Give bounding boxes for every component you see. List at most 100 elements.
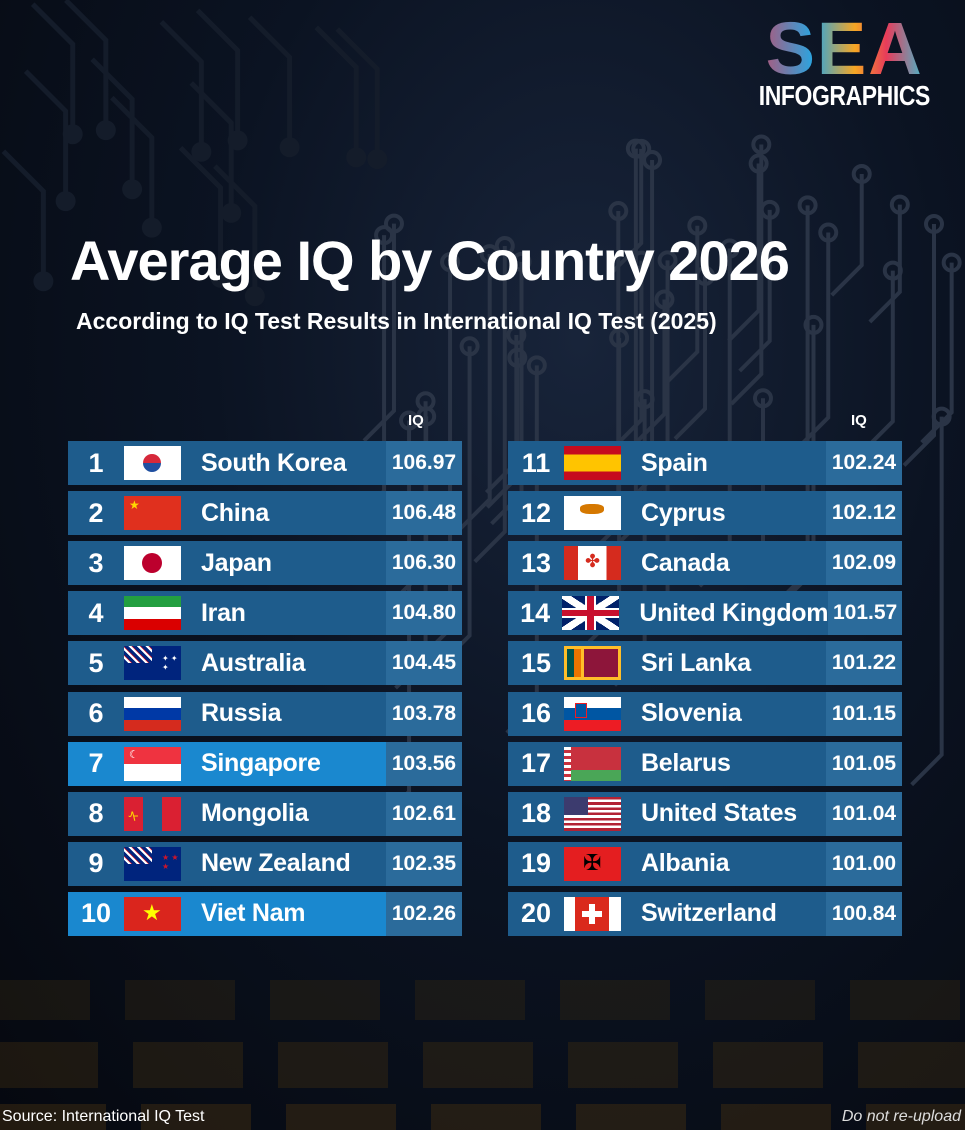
ranking-row: 3 Japan 106.30 [68,541,462,586]
rank: 8 [88,798,104,829]
iq-column-header-right: IQ [851,412,867,429]
gb-flag-icon [562,596,620,631]
iq-value: 102.12 [826,491,902,536]
reupload-notice: Do not re-upload [841,1108,961,1125]
country-name: China [201,498,269,527]
country-name: Slovenia [641,699,742,727]
country-name: Japan [201,548,272,577]
country-name: South Korea [201,448,347,477]
rank: 15 [520,647,552,678]
country-name: Canada [641,548,730,577]
iq-value: 103.78 [386,691,462,736]
ru-flag-icon [124,696,181,731]
ranking-row: 1 South Korea 106.97 [68,441,462,485]
iq-column-header-left: IQ [408,412,424,429]
source-note: Source: International IQ Test [2,1108,205,1125]
iq-value: 101.15 [826,691,902,736]
subtitle: According to IQ Test Results in Internat… [76,308,717,334]
iq-value: 100.84 [826,891,902,936]
iq-value: 102.26 [386,891,462,936]
iq-value: 103.56 [386,741,462,786]
iq-value: 102.24 [826,441,902,485]
country-name: Russia [201,699,282,727]
rank: 13 [520,547,552,578]
es-flag-icon [564,446,621,480]
iq-value: 106.48 [386,491,462,536]
iq-value: 102.61 [386,791,462,836]
rank: 3 [88,547,104,578]
iq-value: 101.22 [826,641,902,686]
ranking-row: 18 United States 101.04 [508,791,902,836]
ca-flag-icon: ✤ [564,546,621,581]
al-flag-icon: ✠ [564,846,621,881]
jp-flag-icon [124,546,181,581]
us-flag-icon [564,796,621,831]
by-flag-icon [564,746,621,781]
iq-value: 104.80 [386,591,462,636]
country-name: Australia [201,648,306,677]
rank: 14 [520,597,551,628]
ranking-row: 6 Russia 103.78 [68,691,462,736]
rank: 12 [520,497,552,528]
cy-flag-icon [564,496,621,531]
rank: 2 [88,497,104,528]
au-flag-icon: ✦ ✦ ✦ [124,646,181,681]
ranking-row: 11 Spain 102.24 [508,441,902,485]
ranking-row: 12 Cyprus 102.12 [508,491,902,536]
country-name: Singapore [201,749,321,778]
si-flag-icon [564,696,621,731]
country-name: Belarus [641,749,731,778]
ranking-row: 2 ★ China 106.48 [68,491,462,536]
country-name: Spain [641,448,708,477]
rank: 5 [88,647,104,678]
country-name: Switzerland [641,899,777,928]
rank: 16 [520,698,552,728]
rank: 6 [88,698,104,728]
rank: 11 [521,447,551,478]
ranking-row: 5 ✦ ✦ ✦ Australia 104.45 [68,641,462,686]
iq-value: 101.00 [826,841,902,886]
iq-value: 101.57 [828,591,902,636]
ranking-row: 15 Sri Lanka 101.22 [508,641,902,686]
country-name: Albania [641,849,730,878]
rank: 1 [88,447,104,478]
country-name: Cyprus [641,498,726,527]
nz-flag-icon: ★ ★ ★ [124,846,181,881]
ranking-row: 10 ★ Viet Nam 102.26 [68,891,462,936]
ranking-row: 14 United Kingdom 101.57 [508,591,902,636]
mn-flag-icon: ᠰ [124,796,181,831]
lk-flag-icon [564,646,621,681]
ranking-row: 16 Slovenia 101.15 [508,691,902,736]
country-name: Viet Nam [201,899,306,928]
country-name: New Zealand [201,849,351,878]
iq-value: 106.97 [386,441,462,485]
country-name: Mongolia [201,799,309,828]
page-title: Average IQ by Country 2026 [70,229,790,292]
iq-value: 101.04 [826,791,902,836]
country-name: Sri Lanka [641,648,751,677]
sg-flag-icon: ☾ [124,746,181,781]
rank: 7 [88,748,104,779]
rank: 4 [88,597,104,628]
rank: 17 [520,748,552,779]
ranking-row: 9 ★ ★ ★ New Zealand 102.35 [68,841,462,886]
ir-flag-icon [124,596,181,631]
logo-bottom: INFOGRAPHICS [759,80,931,111]
country-name: Iran [201,598,246,627]
ranking-row: 8 ᠰ Mongolia 102.61 [68,791,462,836]
iq-value: 102.09 [826,541,902,586]
rank: 18 [520,798,552,829]
sea-infographics-logo: SEA INFOGRAPHICS [740,12,949,112]
cn-flag-icon: ★ [124,496,181,531]
ranking-row: 17 Belarus 101.05 [508,741,902,786]
ranking-row: 20 Switzerland 100.84 [508,891,902,936]
ranking-row: 13 ✤ Canada 102.09 [508,541,902,586]
logo-top: SEA [740,12,949,86]
ranking-row: 4 Iran 104.80 [68,591,462,636]
vn-flag-icon: ★ [124,896,181,931]
rank: 10 [80,898,112,929]
iq-value: 106.30 [386,541,462,586]
iq-value: 101.05 [826,741,902,786]
country-name: United States [641,799,797,828]
